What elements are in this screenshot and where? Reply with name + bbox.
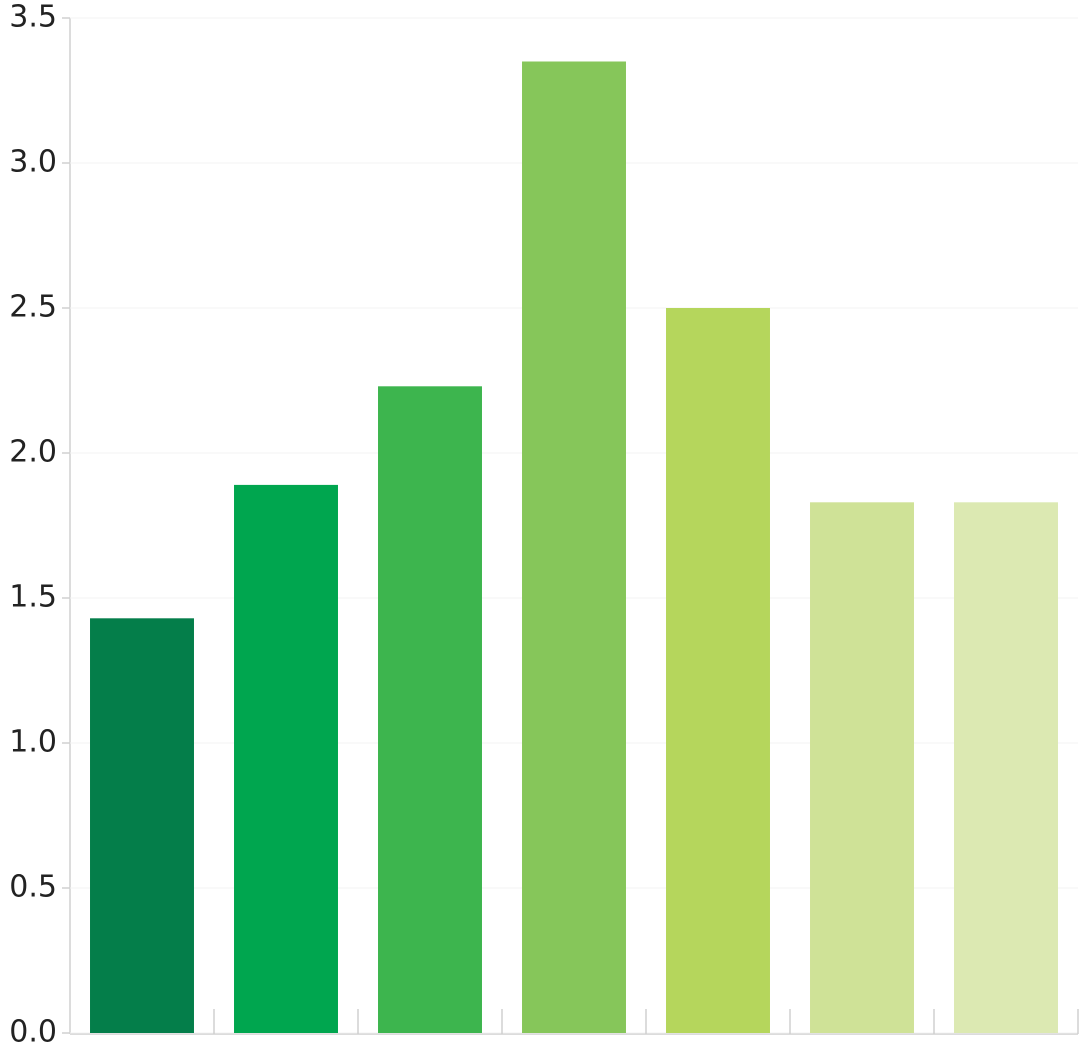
y-tick-label: 1.5 bbox=[9, 580, 57, 615]
bar bbox=[378, 386, 482, 1033]
y-tick-label: 2.0 bbox=[9, 435, 57, 470]
y-tick-label: 0.0 bbox=[9, 1015, 57, 1050]
y-tick-label: 1.0 bbox=[9, 725, 57, 760]
y-tick-label: 0.5 bbox=[9, 870, 57, 905]
bar bbox=[234, 484, 338, 1033]
bar bbox=[810, 502, 914, 1033]
bar bbox=[522, 61, 626, 1033]
y-tick-label: 3.5 bbox=[9, 0, 57, 35]
y-tick-label: 3.0 bbox=[9, 145, 57, 180]
y-tick-label: 2.5 bbox=[9, 290, 57, 325]
bar bbox=[954, 502, 1058, 1033]
bar bbox=[666, 308, 770, 1033]
bar bbox=[90, 618, 194, 1033]
